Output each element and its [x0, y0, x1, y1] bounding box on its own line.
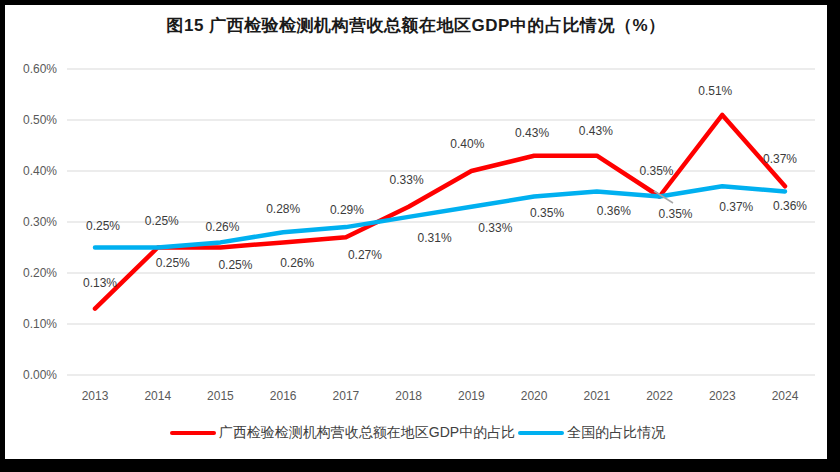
legend-swatch-national	[518, 431, 564, 436]
data-point-label: 0.33%	[390, 173, 424, 187]
data-point-label: 0.33%	[478, 221, 512, 235]
chart-legend: 广西检验检测机构营收总额在地区GDP中的占比 全国的占比情况	[5, 424, 827, 442]
x-tick-label: 2013	[82, 389, 109, 403]
data-point-label: 0.13%	[83, 276, 117, 290]
data-point-label: 0.35%	[530, 206, 564, 220]
data-point-label: 0.25%	[218, 258, 252, 272]
y-tick-label: 0.50%	[23, 113, 57, 127]
y-tick-label: 0.30%	[23, 215, 57, 229]
data-point-label: 0.25%	[86, 219, 120, 233]
x-tick-label: 2016	[270, 389, 297, 403]
data-point-label: 0.26%	[205, 220, 239, 234]
legend-label-guangxi: 广西检验检测机构营收总额在地区GDP中的占比	[219, 424, 515, 442]
y-tick-label: 0.40%	[23, 164, 57, 178]
x-tick-label: 2015	[207, 389, 234, 403]
chart-figure: 图15 广西检验检测机构营收总额在地区GDP中的占比情况（%） 0.00%0.1…	[0, 0, 840, 472]
data-point-label: 0.27%	[348, 248, 382, 262]
data-point-label: 0.35%	[640, 164, 674, 178]
x-tick-label: 2019	[458, 389, 485, 403]
x-tick-label: 2022	[646, 389, 673, 403]
data-point-label: 0.37%	[763, 152, 797, 166]
x-tick-label: 2017	[333, 389, 360, 403]
x-tick-label: 2020	[521, 389, 548, 403]
data-point-label: 0.28%	[266, 202, 300, 216]
data-point-label: 0.35%	[659, 207, 693, 221]
data-point-label: 0.51%	[698, 84, 732, 98]
y-tick-label: 0.20%	[23, 266, 57, 280]
data-point-label: 0.43%	[515, 126, 549, 140]
legend-swatch-guangxi	[170, 431, 216, 436]
x-tick-label: 2018	[395, 389, 422, 403]
y-tick-label: 0.60%	[23, 62, 57, 76]
x-tick-label: 2014	[144, 389, 171, 403]
data-point-label: 0.43%	[579, 124, 613, 138]
data-point-label: 0.36%	[597, 204, 631, 218]
y-tick-label: 0.00%	[23, 368, 57, 382]
x-tick-label: 2023	[709, 389, 736, 403]
data-point-label: 0.25%	[156, 256, 190, 270]
data-point-label: 0.37%	[719, 200, 753, 214]
data-point-label: 0.25%	[145, 214, 179, 228]
data-point-label: 0.29%	[330, 203, 364, 217]
x-tick-label: 2021	[583, 389, 610, 403]
data-point-label: 0.26%	[280, 256, 314, 270]
x-tick-label: 2024	[772, 389, 799, 403]
data-point-label: 0.36%	[773, 199, 807, 213]
y-tick-label: 0.10%	[23, 317, 57, 331]
data-point-label: 0.31%	[418, 231, 452, 245]
line-chart-plot: 0.00% 0.10% 0.20% 0.30% 0.40% 0.50% 0.60% 2013 2…	[5, 5, 827, 459]
data-point-label: 0.40%	[450, 137, 484, 151]
legend-label-national: 全国的占比情况	[567, 424, 665, 442]
